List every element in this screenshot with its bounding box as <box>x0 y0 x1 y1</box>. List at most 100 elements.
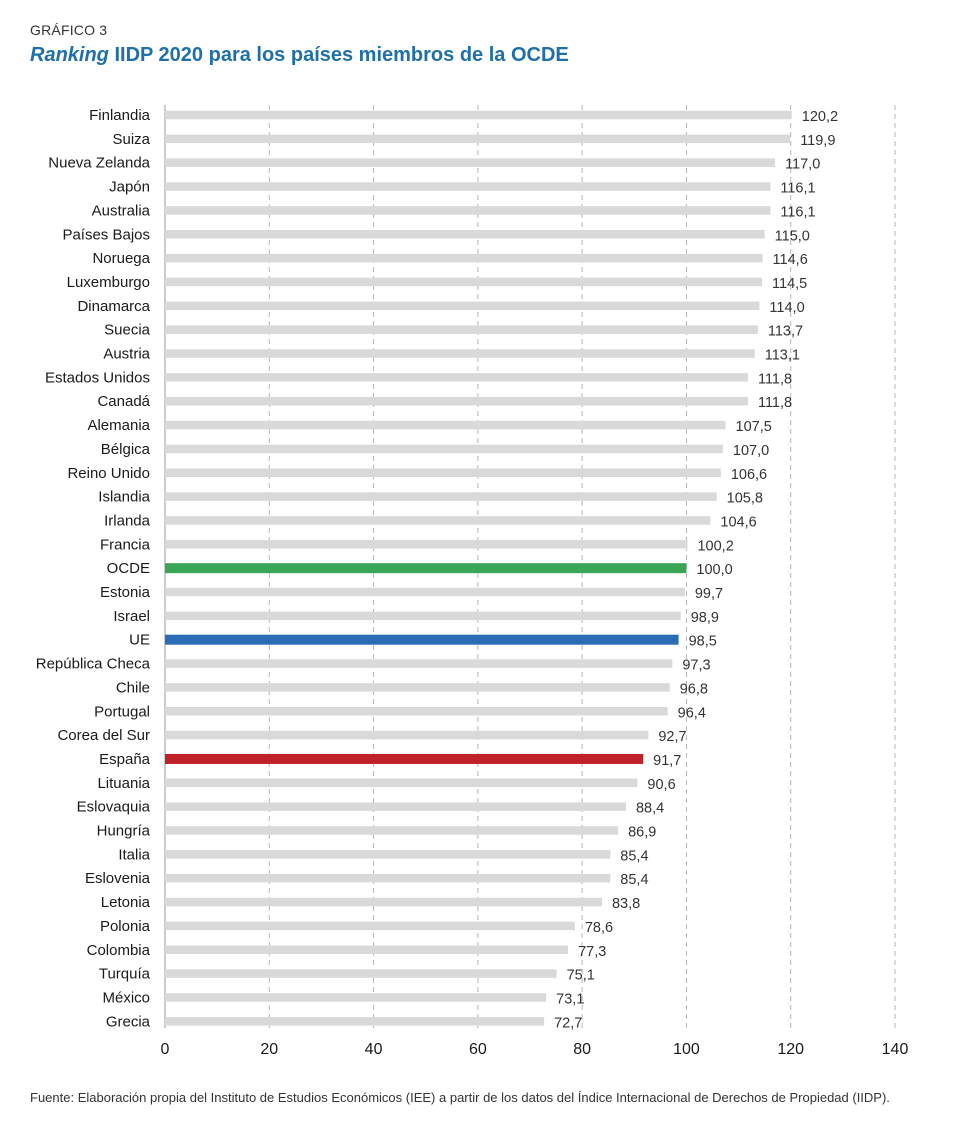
bar-austria <box>165 349 755 358</box>
x-tick-40: 40 <box>365 1041 383 1058</box>
value-label-espana: 91,7 <box>653 753 681 769</box>
bar-finlandia <box>165 110 792 120</box>
value-label-chile: 96,8 <box>680 681 708 697</box>
value-label-hungria: 86,9 <box>628 825 656 841</box>
bar-nueva-zelanda <box>165 158 776 167</box>
value-label-belgica: 107,0 <box>733 443 769 459</box>
bar-grecia <box>165 1017 545 1026</box>
value-label-canada: 111,8 <box>758 395 792 411</box>
bar-australia <box>165 206 771 215</box>
bar-eslovenia <box>165 873 611 883</box>
value-labels: 120,2 119,9 117,0 116,1 116,1 115,0 114,6 114,5… <box>554 109 838 1031</box>
category-label-nueva-zelanda: Nueva Zelanda <box>48 155 150 172</box>
x-tick-0: 0 <box>161 1041 170 1058</box>
value-label-francia: 100,2 <box>697 538 733 554</box>
category-label-israel: Israel <box>113 608 150 625</box>
x-tick-120: 120 <box>777 1041 804 1058</box>
category-label-luxemburgo: Luxemburgo <box>67 274 150 291</box>
value-label-eslovaquia: 88,4 <box>636 801 664 817</box>
bar-noruega <box>165 253 763 263</box>
value-label-austria: 113,1 <box>765 348 800 364</box>
bar-luxemburgo <box>165 277 763 287</box>
bar-estados-unidos <box>165 373 748 382</box>
chart-kicker: GRÁFICO 3 <box>30 22 108 38</box>
value-label-lituania: 90,6 <box>647 777 675 793</box>
category-label-portugal: Portugal <box>94 703 150 720</box>
bars <box>165 110 792 1026</box>
value-label-australia: 116,1 <box>780 204 815 220</box>
category-label-noruega: Noruega <box>92 250 150 267</box>
chart-title: Ranking IIDP 2020 para los países miembr… <box>30 44 569 67</box>
bar-lituania <box>165 778 638 788</box>
category-label-chile: Chile <box>116 679 150 696</box>
bar-irlanda <box>165 516 711 525</box>
bar-suecia <box>165 325 758 334</box>
source-note: Fuente: Elaboración propia del Instituto… <box>30 1090 890 1105</box>
category-label-polonia: Polonia <box>100 918 151 935</box>
value-label-colombia: 77,3 <box>578 944 606 960</box>
bar-italia <box>165 850 611 859</box>
value-label-japon: 116,1 <box>780 181 815 197</box>
value-label-dinamarca: 114,0 <box>769 300 804 316</box>
category-label-letonia: Letonia <box>101 894 151 911</box>
value-label-suecia: 113,7 <box>768 324 803 340</box>
value-label-corea-del-sur: 92,7 <box>658 729 686 745</box>
x-tick-20: 20 <box>260 1041 278 1058</box>
bar-paises-bajos <box>165 230 765 239</box>
value-label-israel: 98,9 <box>691 610 719 626</box>
category-label-alemania: Alemania <box>87 417 150 434</box>
category-label-islandia: Islandia <box>98 489 150 506</box>
category-label-mexico: México <box>102 989 150 1006</box>
category-label-espana: España <box>99 751 151 768</box>
value-label-portugal: 96,4 <box>678 705 706 721</box>
bar-suiza <box>165 134 791 144</box>
category-label-dinamarca: Dinamarca <box>77 298 150 315</box>
category-label-hungria: Hungría <box>97 823 151 840</box>
value-label-republica-checa: 97,3 <box>682 658 710 674</box>
category-label-suiza: Suiza <box>112 131 150 148</box>
value-label-polonia: 78,6 <box>585 920 613 936</box>
bar-chart: Finlandia Suiza Nueva Zelanda Japón Australi… <box>36 105 909 1058</box>
value-label-estados-unidos: 111,8 <box>758 371 792 387</box>
category-label-turquia: Turquía <box>99 966 151 983</box>
bar-ue <box>165 634 679 645</box>
value-label-finlandia: 120,2 <box>802 109 838 125</box>
bar-canada <box>165 396 748 406</box>
category-label-italia: Italia <box>118 846 150 863</box>
value-label-noruega: 114,6 <box>773 252 808 268</box>
category-label-estados-unidos: Estados Unidos <box>45 369 150 386</box>
bar-mexico <box>165 993 547 1002</box>
value-label-ocde: 100,0 <box>696 562 732 578</box>
x-axis-ticks: 0 20 40 60 80 100 120 140 <box>161 1041 909 1058</box>
category-label-finlandia: Finlandia <box>89 107 151 124</box>
bar-polonia <box>165 921 575 931</box>
category-label-grecia: Grecia <box>106 1013 151 1030</box>
bar-espana <box>165 753 644 764</box>
category-label-lituania: Lituania <box>97 775 150 792</box>
value-label-suiza: 119,9 <box>800 133 835 149</box>
value-label-eslovenia: 85,4 <box>620 872 648 888</box>
value-label-letonia: 83,8 <box>612 896 640 912</box>
category-label-canada: Canadá <box>97 393 150 410</box>
category-label-belgica: Bélgica <box>101 441 151 458</box>
value-label-turquia: 75,1 <box>567 968 595 984</box>
category-label-francia: Francia <box>100 536 151 553</box>
value-label-mexico: 73,1 <box>556 991 584 1007</box>
value-label-italia: 85,4 <box>620 848 648 864</box>
category-label-eslovenia: Eslovenia <box>85 870 151 887</box>
category-label-colombia: Colombia <box>87 942 151 959</box>
category-label-australia: Australia <box>92 202 151 219</box>
bar-alemania <box>165 420 726 430</box>
bar-estonia <box>165 587 685 597</box>
bar-portugal <box>165 707 668 716</box>
chart-title-italic: Ranking <box>30 44 109 66</box>
bar-eslovaquia <box>165 802 626 811</box>
value-label-ue: 98,5 <box>689 634 717 650</box>
x-tick-80: 80 <box>573 1041 591 1058</box>
value-label-luxemburgo: 114,5 <box>772 276 807 292</box>
value-label-alemania: 107,5 <box>736 419 772 435</box>
x-tick-60: 60 <box>469 1041 487 1058</box>
value-label-islandia: 105,8 <box>727 491 763 507</box>
category-label-japon: Japón <box>109 179 150 196</box>
value-label-estonia: 99,7 <box>695 586 723 602</box>
